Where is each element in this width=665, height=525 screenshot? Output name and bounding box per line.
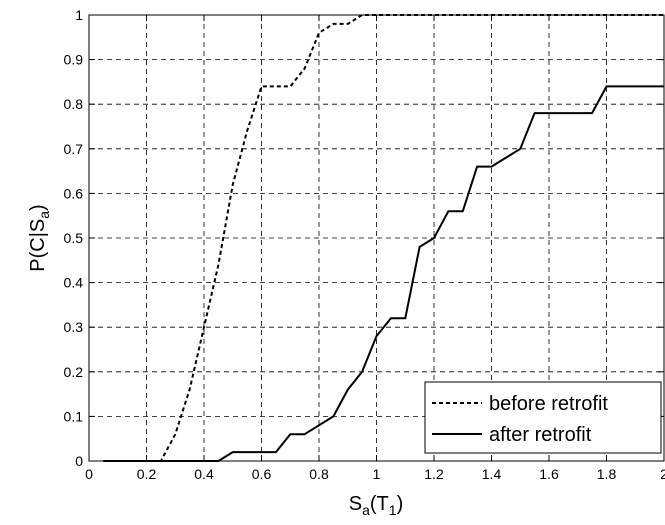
x-tick-label: 1.2 <box>424 466 444 482</box>
x-tick-label: 0.8 <box>309 466 329 482</box>
axes <box>88 14 665 462</box>
y-tick-label: 0.7 <box>64 141 84 157</box>
y-tick-label: 0 <box>75 453 83 469</box>
series-line-before-retrofit <box>103 14 664 462</box>
tick-labels: 0 0.2 0.4 0.6 0.8 1 1.2 1.4 1.6 1.8 2 0 0.1 0.2 0.3 0.4… <box>64 7 665 482</box>
series-line-after-retrofit <box>103 85 664 462</box>
x-axis-label: Sa(T1) <box>349 493 404 518</box>
y-axis-label: P(C|Sa) <box>27 204 52 271</box>
x-tick-label: 0.6 <box>252 466 272 482</box>
series-layer <box>103 14 664 462</box>
y-tick-label: 0.8 <box>64 96 84 112</box>
x-tick-label: 1.6 <box>539 466 559 482</box>
legend-label-after-retrofit: after retrofit <box>489 424 592 446</box>
legend: before retrofit after retrofit <box>424 381 662 454</box>
y-tick-label: 0.1 <box>64 408 84 424</box>
x-tick-label: 0.4 <box>194 466 214 482</box>
x-tick-label: 0.2 <box>137 466 157 482</box>
x-tick-label: 1 <box>373 466 381 482</box>
y-tick-label: 0.5 <box>64 230 84 246</box>
x-tick-label: 1.4 <box>482 466 502 482</box>
y-tick-label: 0.6 <box>64 185 84 201</box>
x-tick-label: 1.8 <box>597 466 617 482</box>
y-tick-label: 1 <box>75 7 83 23</box>
y-tick-label: 0.4 <box>64 275 84 291</box>
legend-box <box>424 381 662 454</box>
x-tick-label: 2 <box>660 466 665 482</box>
x-tick-label: 0 <box>85 466 93 482</box>
y-tick-label: 0.2 <box>64 364 84 380</box>
y-tick-label: 0.3 <box>64 319 84 335</box>
y-tick-label: 0.9 <box>64 52 84 68</box>
legend-label-before-retrofit: before retrofit <box>489 393 608 415</box>
